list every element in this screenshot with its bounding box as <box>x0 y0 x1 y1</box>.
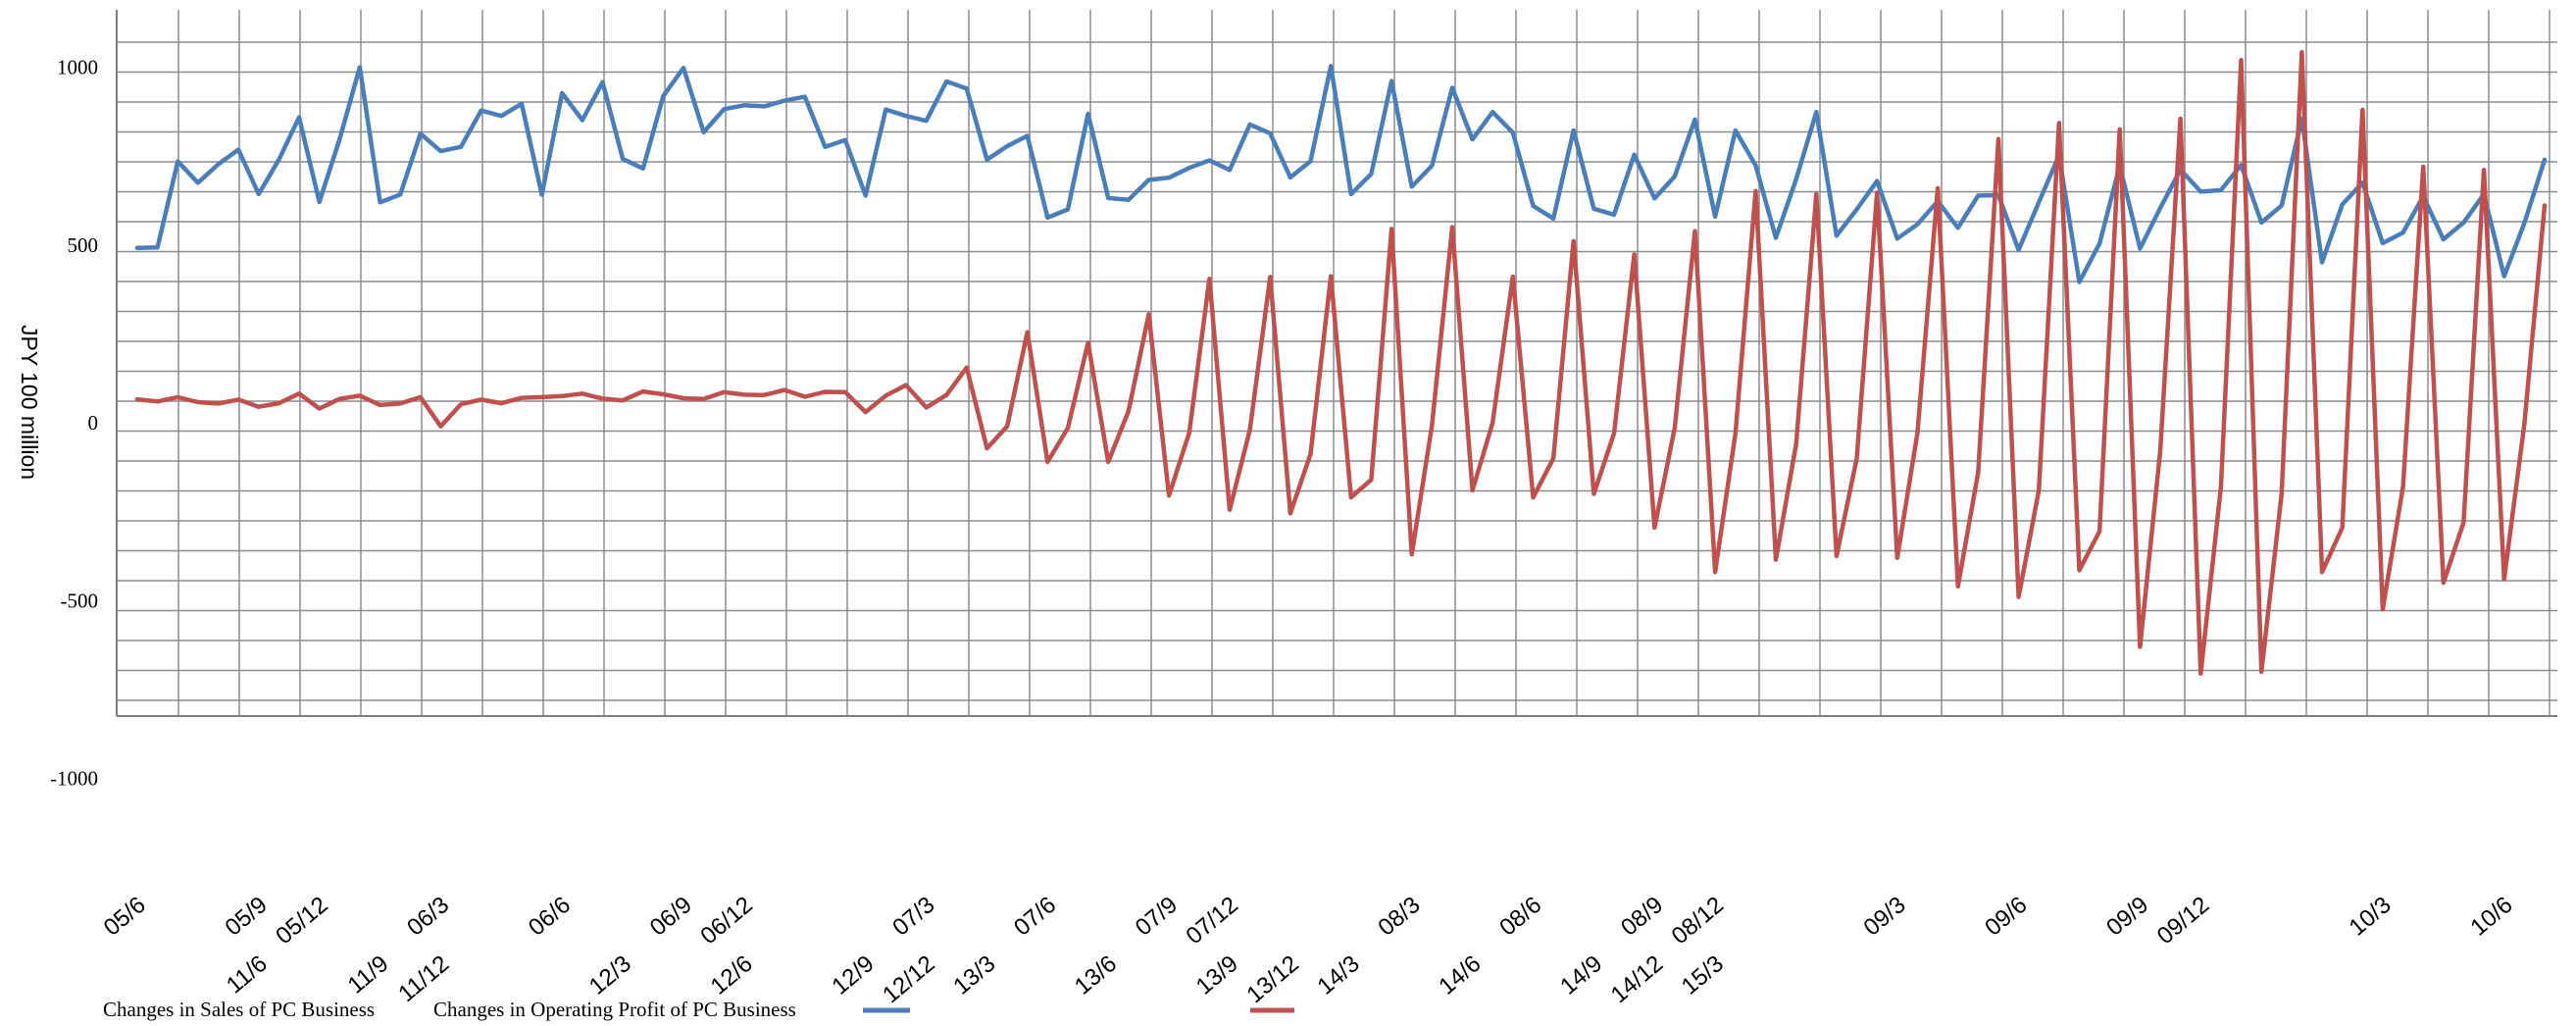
x-tick-label: 08/12 <box>1667 892 1729 949</box>
x-tick-label: 06/3 <box>402 892 454 942</box>
y-axis-label: JPY 100 million <box>17 325 42 480</box>
x-tick-label: 10/6 <box>2465 892 2517 942</box>
x-tick-label: 14/9 <box>1555 950 1607 1000</box>
x-tick-label: 09/9 <box>2101 892 2153 942</box>
legend-label-profit: Changes in Operating Profit of PC Busine… <box>433 998 796 1021</box>
x-tick-label: 14/12 <box>1606 950 1668 1008</box>
x-tick-label: 07/3 <box>887 892 939 942</box>
x-tick-label: 10/3 <box>2345 892 2397 942</box>
x-tick-label: 07/9 <box>1131 892 1183 942</box>
legend: Changes in Sales of PC Business Changes … <box>103 998 1294 1021</box>
y-tick-label: 500 <box>68 233 99 257</box>
series-line-operating-profit <box>134 50 2548 676</box>
x-tick-label: 06/12 <box>695 892 757 949</box>
x-axis-tick-labels: 05/6 05/905/12 06/3 06/6 06/906/12 07/3 07/6 07… <box>99 892 2518 1008</box>
x-tick-label: 09/3 <box>1859 892 1911 942</box>
x-tick-label: 13/6 <box>1070 950 1122 1000</box>
x-tick-label: 15/3 <box>1677 950 1729 1000</box>
x-tick-label: 12/6 <box>706 950 758 1000</box>
y-tick-label: -500 <box>61 589 99 612</box>
y-axis-tick-labels: 1000 500 0 -500 -1000 <box>50 56 98 791</box>
x-tick-label: 12/3 <box>584 950 636 1000</box>
y-tick-label: 0 <box>88 411 99 435</box>
x-tick-label: 08/3 <box>1373 892 1425 942</box>
x-tick-label: 11/6 <box>222 950 273 1000</box>
x-tick-label: 08/6 <box>1494 892 1546 942</box>
series-lines <box>134 50 2548 676</box>
axes <box>116 10 2557 717</box>
x-tick-label: 12/9 <box>827 950 879 1000</box>
x-tick-label: 14/3 <box>1313 950 1365 1000</box>
x-tick-label: 07/12 <box>1181 892 1242 949</box>
x-tick-label: 05/6 <box>99 892 151 942</box>
x-tick-label: 09/6 <box>1980 892 2032 942</box>
x-tick-label: 13/9 <box>1191 950 1243 1000</box>
x-tick-label: 14/6 <box>1434 950 1486 1000</box>
x-tick-label: 13/3 <box>948 950 1000 1000</box>
x-tick-label: 13/12 <box>1241 950 1303 1008</box>
x-tick-label: 06/6 <box>524 892 576 942</box>
x-tick-label: 11/9 <box>343 950 394 1000</box>
y-tick-label: -1000 <box>50 767 98 791</box>
series-line-sales <box>134 64 2548 284</box>
grid <box>117 10 2557 716</box>
x-tick-label: 07/6 <box>1009 892 1061 942</box>
x-tick-label: 05/9 <box>221 892 273 942</box>
x-tick-label: 12/12 <box>878 950 939 1008</box>
x-tick-label: 05/12 <box>271 892 332 949</box>
y-tick-label: 1000 <box>57 56 98 79</box>
x-tick-label: 09/12 <box>2152 892 2214 949</box>
legend-label-sales: Changes in Sales of PC Business <box>103 998 375 1021</box>
x-tick-label: 08/9 <box>1616 892 1668 942</box>
x-tick-label: 06/9 <box>645 892 697 942</box>
